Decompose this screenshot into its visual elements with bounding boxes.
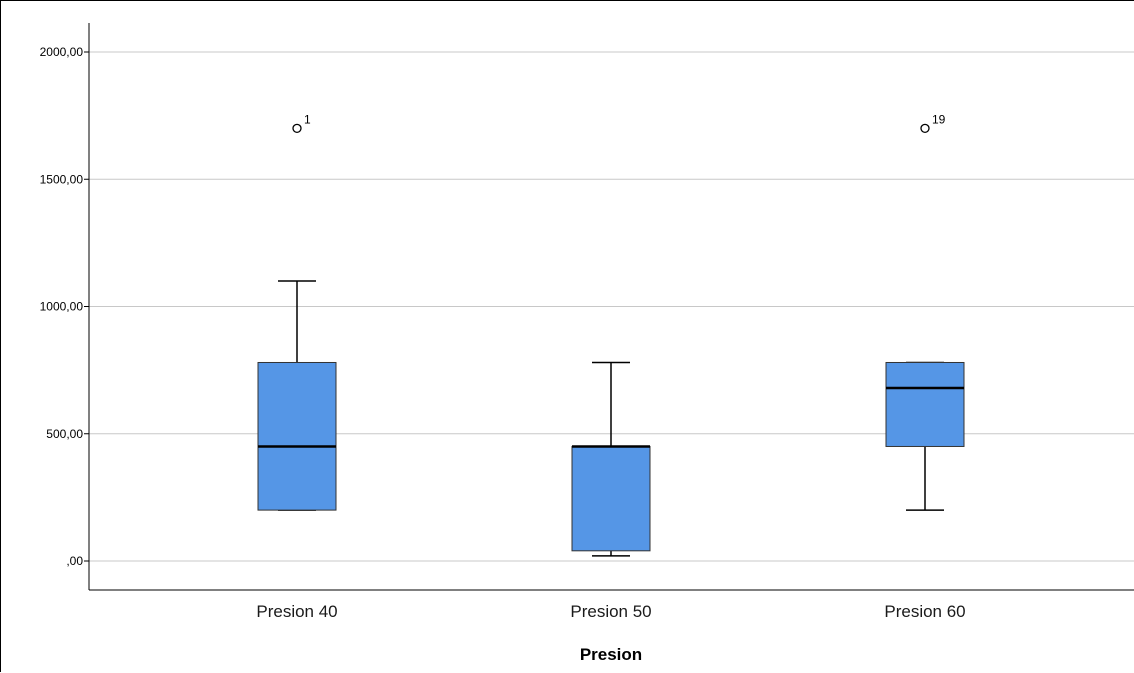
category-label: Presion 60: [884, 602, 965, 621]
x-axis-title: Presion: [580, 645, 642, 664]
outlier-point: [292, 123, 302, 133]
category-label: Presion 50: [570, 602, 651, 621]
iqr-box: [885, 361, 965, 447]
y-tick-label: 500,00: [46, 427, 83, 441]
outlier-point: [920, 123, 930, 133]
category-label: Presion 40: [256, 602, 337, 621]
y-tick-label: 1000,00: [40, 300, 84, 314]
y-tick-label: ,00: [66, 554, 83, 568]
y-tick-label: 1500,00: [40, 172, 84, 186]
box-group: 1: [257, 112, 337, 511]
box-group: [571, 361, 651, 557]
boxes: 1 19: [257, 112, 965, 557]
outlier-label: 1: [304, 112, 311, 126]
box-group: 19: [885, 112, 965, 511]
y-tick-labels: ,00 500,00 1000,00 1500,00 2000,00: [40, 45, 89, 568]
category-labels: Presion 40 Presion 50 Presion 60: [256, 602, 965, 621]
iqr-box: [257, 361, 337, 511]
y-tick-label: 2000,00: [40, 45, 84, 59]
outlier-label: 19: [932, 112, 946, 126]
iqr-box: [571, 445, 651, 552]
